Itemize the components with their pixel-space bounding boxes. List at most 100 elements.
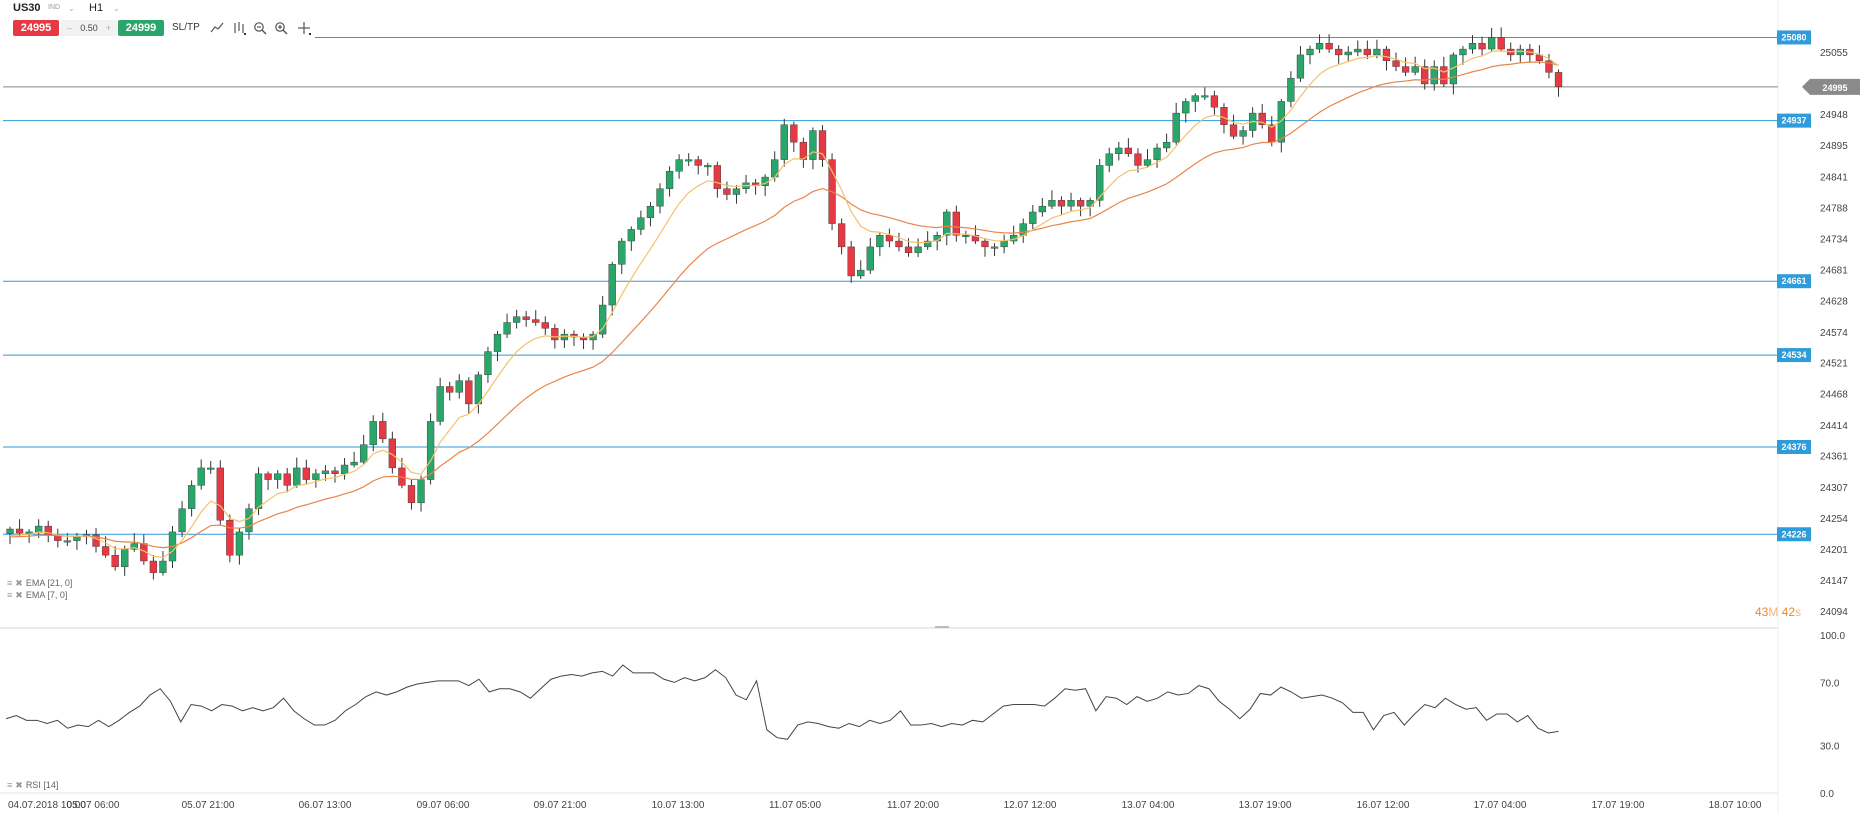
bullish-candle[interactable]: [1315, 43, 1324, 50]
close-icon[interactable]: ✖: [15, 780, 23, 790]
ema7-indicator-label[interactable]: ≡ ✖ EMA [7, 0]: [7, 590, 67, 601]
bullish-candle[interactable]: [665, 171, 674, 189]
bullish-candle[interactable]: [417, 479, 425, 504]
trend-line-icon[interactable]: [210, 21, 224, 35]
bullish-candle[interactable]: [6, 528, 14, 534]
bullish-candle[interactable]: [25, 531, 33, 534]
bullish-candle[interactable]: [1239, 130, 1247, 137]
bullish-candle[interactable]: [704, 165, 712, 168]
symbol-label[interactable]: US30: [13, 2, 41, 14]
bullish-candle[interactable]: [560, 333, 569, 341]
menu-icon[interactable]: ≡: [7, 780, 13, 790]
bullish-candle[interactable]: [207, 467, 215, 470]
bullish-candle[interactable]: [1143, 159, 1152, 166]
rsi-line[interactable]: [5, 664, 1559, 740]
bearish-candle[interactable]: [379, 421, 387, 440]
bearish-candle[interactable]: [15, 528, 24, 534]
bullish-candle[interactable]: [1344, 51, 1352, 56]
level-price-tag[interactable]: [1777, 439, 1811, 454]
bearish-candle[interactable]: [723, 188, 731, 195]
bearish-candle[interactable]: [1545, 60, 1553, 73]
level-price-tag[interactable]: [1777, 527, 1811, 542]
bullish-candle[interactable]: [1201, 95, 1209, 98]
bullish-candle[interactable]: [178, 508, 186, 533]
bullish-candle[interactable]: [1182, 101, 1190, 114]
bearish-candle[interactable]: [283, 473, 291, 486]
bearish-candle[interactable]: [1535, 54, 1544, 61]
bullish-candle[interactable]: [914, 246, 922, 253]
bearish-candle[interactable]: [1392, 60, 1400, 67]
bearish-candle[interactable]: [264, 473, 272, 480]
bullish-candle[interactable]: [245, 508, 253, 533]
bullish-candle[interactable]: [866, 246, 874, 271]
bearish-candle[interactable]: [1325, 43, 1333, 50]
bullish-candle[interactable]: [924, 240, 932, 248]
bullish-candle[interactable]: [1067, 200, 1075, 207]
bullish-candle[interactable]: [1277, 101, 1285, 143]
bullish-candle[interactable]: [685, 159, 693, 162]
bearish-candle[interactable]: [302, 467, 310, 480]
bullish-candle[interactable]: [943, 211, 951, 236]
bearish-candle[interactable]: [1220, 107, 1228, 125]
spread-plus-button[interactable]: +: [105, 23, 111, 33]
bullish-candle[interactable]: [1000, 240, 1008, 248]
bearish-candle[interactable]: [1440, 66, 1448, 85]
menu-icon[interactable]: ≡: [7, 590, 13, 600]
sltp-button[interactable]: SL/TP: [172, 22, 200, 33]
bearish-candle[interactable]: [1057, 200, 1066, 207]
bearish-candle[interactable]: [799, 141, 808, 160]
close-icon[interactable]: ✖: [15, 578, 23, 588]
bullish-candle[interactable]: [493, 333, 502, 352]
bullish-candle[interactable]: [1411, 66, 1419, 73]
bearish-candle[interactable]: [1229, 124, 1238, 137]
bearish-candle[interactable]: [446, 386, 454, 393]
ema21-line[interactable]: [9, 61, 1559, 549]
pane-resize-handle[interactable]: [935, 626, 949, 628]
bearish-candle[interactable]: [1134, 153, 1142, 166]
close-icon[interactable]: ✖: [15, 590, 23, 600]
bearish-candle[interactable]: [818, 130, 827, 160]
bullish-candle[interactable]: [369, 421, 377, 445]
bearish-candle[interactable]: [532, 319, 540, 323]
bearish-candle[interactable]: [1258, 112, 1266, 125]
bullish-candle[interactable]: [1048, 200, 1056, 207]
chevron-down-icon[interactable]: ⌄: [113, 4, 120, 13]
bullish-candle[interactable]: [350, 461, 358, 466]
bearish-candle[interactable]: [1210, 95, 1219, 108]
bullish-candle[interactable]: [1029, 211, 1037, 224]
bearish-candle[interactable]: [101, 546, 110, 556]
level-price-tag[interactable]: [1777, 274, 1811, 289]
timeframe-selector[interactable]: H1: [89, 2, 104, 14]
bullish-candle[interactable]: [1162, 141, 1171, 149]
bullish-candle[interactable]: [121, 549, 129, 568]
bullish-candle[interactable]: [990, 246, 999, 249]
bullish-candle[interactable]: [646, 205, 655, 218]
bullish-candle[interactable]: [340, 464, 349, 474]
bearish-candle[interactable]: [541, 322, 549, 329]
bearish-candle[interactable]: [895, 240, 903, 248]
bullish-candle[interactable]: [235, 531, 244, 556]
bullish-candle[interactable]: [455, 380, 463, 393]
bearish-candle[interactable]: [570, 333, 578, 338]
bullish-candle[interactable]: [876, 235, 884, 248]
bearish-candle[interactable]: [465, 380, 473, 405]
bullish-candle[interactable]: [1459, 48, 1467, 56]
bearish-candle[interactable]: [1382, 48, 1391, 61]
indicators-icon[interactable]: [232, 21, 246, 35]
bullish-candle[interactable]: [512, 316, 521, 323]
bullish-candle[interactable]: [63, 540, 71, 543]
buy-button[interactable]: 24999: [118, 20, 164, 36]
spread-minus-button[interactable]: –: [67, 23, 73, 33]
bearish-candle[interactable]: [694, 159, 702, 166]
bullish-candle[interactable]: [857, 269, 865, 277]
bearish-candle[interactable]: [885, 235, 894, 242]
level-price-tag[interactable]: [1777, 30, 1811, 45]
bullish-candle[interactable]: [274, 473, 282, 480]
bullish-candle[interactable]: [780, 124, 788, 160]
bearish-candle[interactable]: [837, 223, 846, 248]
bullish-candle[interactable]: [962, 235, 970, 237]
zoom-in-icon[interactable]: [274, 21, 288, 35]
bullish-candle[interactable]: [1153, 147, 1161, 160]
bullish-candle[interactable]: [1373, 48, 1381, 56]
